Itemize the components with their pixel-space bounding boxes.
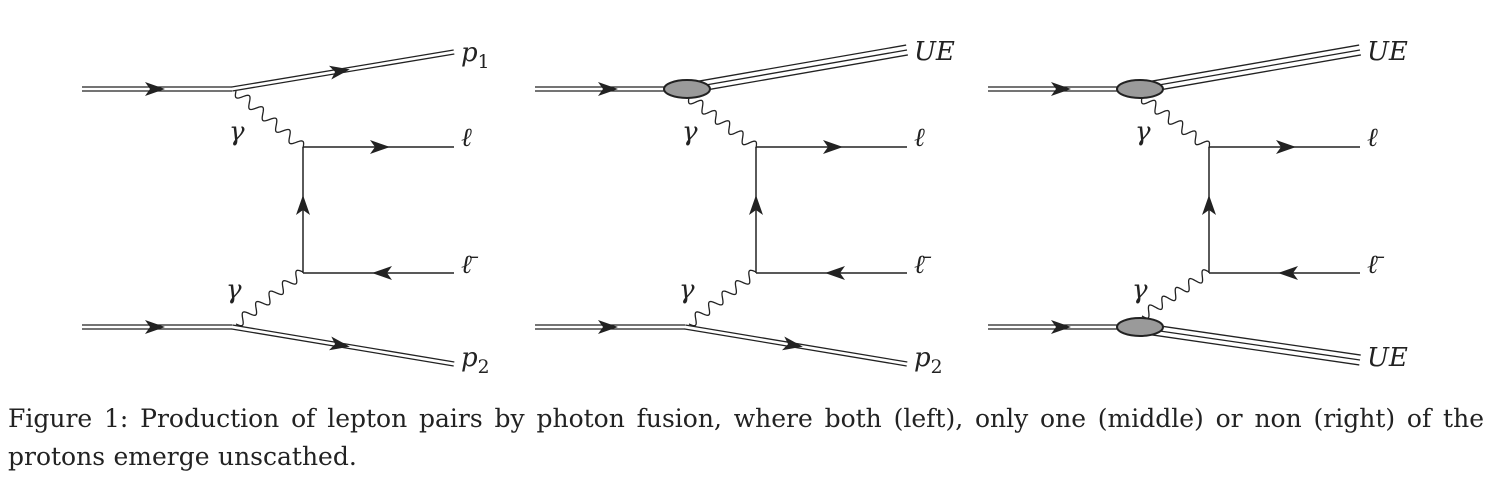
label-outgoing-bottom: p2 bbox=[461, 343, 490, 378]
photon-line-bottom bbox=[688, 269, 757, 327]
label-antilepton: ℓ̄ bbox=[1367, 250, 1385, 280]
arrow-incoming-top bbox=[1051, 82, 1071, 96]
proton-dissociation-blob-top bbox=[663, 79, 711, 99]
arrow-incoming-bottom bbox=[598, 320, 618, 334]
label-antilepton: ℓ̄ bbox=[914, 250, 932, 280]
label-antilepton: ℓ̄ bbox=[461, 250, 479, 280]
arrow-lepton bbox=[370, 140, 390, 154]
label-photon-top: γ bbox=[1135, 117, 1151, 147]
arrow-incoming-bottom bbox=[145, 320, 165, 334]
label-photon-bottom: γ bbox=[226, 275, 242, 305]
outgoing-ue-top bbox=[699, 44, 908, 92]
photon-line-top bbox=[1140, 96, 1211, 149]
label-photon-top: γ bbox=[229, 117, 245, 147]
arrow-incoming-bottom bbox=[1051, 320, 1071, 334]
arrow-lepton bbox=[1276, 140, 1296, 154]
label-lepton: ℓ bbox=[461, 123, 472, 153]
label-outgoing-bottom: p2 bbox=[914, 343, 943, 378]
label-photon-bottom: γ bbox=[679, 275, 695, 305]
photon-line-top bbox=[234, 90, 305, 149]
label-lepton: ℓ bbox=[1367, 123, 1378, 153]
label-outgoing-top: UE bbox=[1367, 37, 1408, 67]
figure-caption: Figure 1: Production of lepton pairs by … bbox=[8, 404, 1484, 471]
arrow-outgoing-top bbox=[328, 65, 350, 80]
diagram-left: p1 ℓ ℓ̄ γ γ p2 bbox=[82, 38, 490, 378]
arrow-propagator bbox=[1202, 195, 1216, 215]
arrow-outgoing-bottom bbox=[328, 336, 350, 351]
label-photon-top: γ bbox=[682, 117, 698, 147]
proton-dissociation-blob-bottom bbox=[1116, 317, 1164, 337]
diagram-middle: UE ℓ ℓ̄ γ γ p2 bbox=[535, 37, 955, 378]
outgoing-ue-top bbox=[1152, 44, 1361, 92]
label-lepton: ℓ bbox=[914, 123, 925, 153]
arrow-propagator bbox=[749, 195, 763, 215]
label-outgoing-bottom: UE bbox=[1367, 343, 1408, 373]
outgoing-ue-bottom bbox=[1152, 324, 1361, 366]
arrow-incoming-top bbox=[598, 82, 618, 96]
arrow-incoming-top bbox=[145, 82, 165, 96]
photon-line-top bbox=[687, 96, 758, 149]
arrow-propagator bbox=[296, 195, 310, 215]
arrow-antilepton bbox=[372, 266, 392, 280]
photon-line-bottom bbox=[1141, 269, 1210, 319]
label-outgoing-top: p1 bbox=[461, 38, 490, 73]
label-outgoing-top: UE bbox=[914, 37, 955, 67]
arrow-outgoing-bottom bbox=[781, 336, 803, 351]
arrow-antilepton bbox=[1278, 266, 1298, 280]
proton-dissociation-blob-top bbox=[1116, 79, 1164, 99]
arrow-lepton bbox=[823, 140, 843, 154]
label-photon-bottom: γ bbox=[1132, 275, 1148, 305]
arrow-antilepton bbox=[825, 266, 845, 280]
photon-line-bottom bbox=[235, 269, 304, 327]
diagram-right: UE ℓ ℓ̄ γ γ UE bbox=[988, 37, 1408, 373]
